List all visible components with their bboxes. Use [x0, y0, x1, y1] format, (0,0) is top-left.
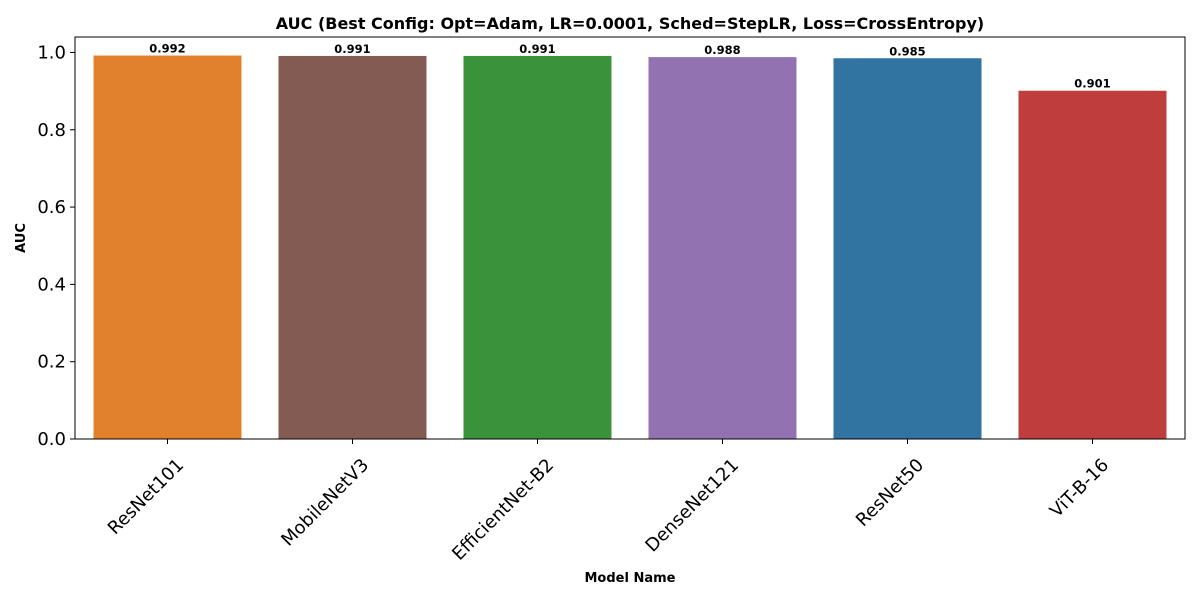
chart-title: AUC (Best Config: Opt=Adam, LR=0.0001, S… [276, 14, 984, 33]
x-tick-label: ViT-B-16 [1046, 455, 1113, 522]
x-tick-label: ResNet50 [852, 455, 928, 531]
bar-resnet101 [93, 55, 242, 440]
bar-densenet121 [648, 57, 797, 439]
bar-efficientnet-b2 [463, 55, 612, 440]
x-axis: ResNet101 MobileNetV3 EfficientNet-B2 Dense… [104, 439, 1113, 565]
y-axis-title: AUC [14, 223, 29, 253]
value-label: 0.991 [334, 42, 370, 56]
bar-mobilenetv3 [278, 55, 427, 440]
value-label: 0.988 [704, 43, 740, 57]
y-tick-label: 0.8 [37, 120, 66, 141]
value-label: 0.991 [519, 42, 555, 56]
value-label: 0.901 [1074, 77, 1110, 91]
value-label: 0.992 [149, 42, 185, 56]
x-tick-label: MobileNetV3 [277, 455, 373, 551]
bar-vit-b-16 [1018, 90, 1167, 439]
x-axis-title: Model Name [585, 571, 676, 586]
y-tick-label: 0.2 [37, 352, 66, 373]
y-axis: 0.0 0.2 0.4 0.6 0.8 1.0 [37, 42, 75, 450]
y-tick-label: 0.4 [37, 274, 66, 295]
y-tick-label: 0.6 [37, 197, 66, 218]
y-tick-label: 0.0 [37, 429, 66, 450]
y-tick-label: 1.0 [37, 42, 66, 63]
x-tick-label: EfficientNet-B2 [448, 455, 558, 565]
x-tick-label: ResNet101 [104, 455, 188, 539]
plot-frame [74, 36, 1186, 440]
x-tick-label: DenseNet121 [641, 455, 743, 557]
value-labels-group: 0.992 0.991 0.991 0.988 0.985 0.901 [149, 42, 1110, 91]
bars-group [93, 55, 1167, 440]
bar-resnet50 [833, 58, 982, 440]
value-label: 0.985 [889, 44, 925, 58]
